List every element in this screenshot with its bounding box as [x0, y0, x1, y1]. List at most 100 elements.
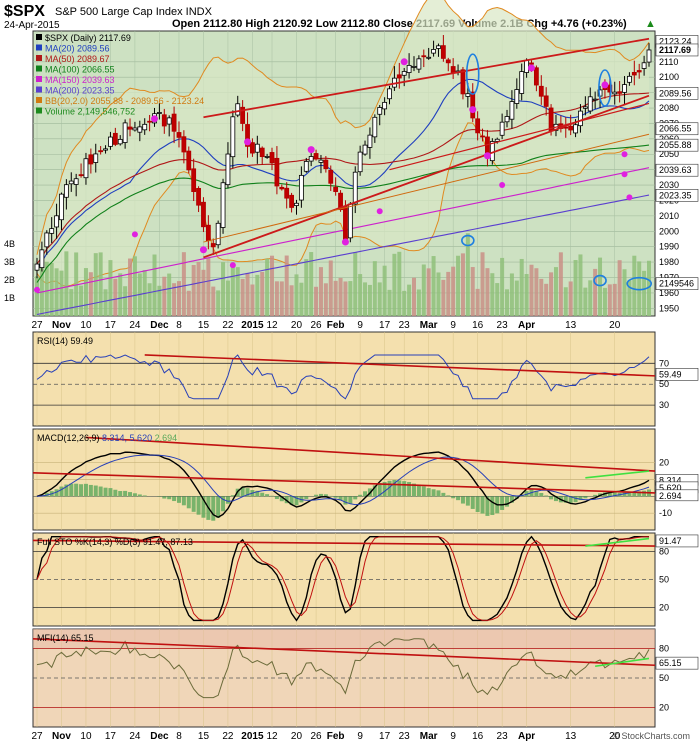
macd-histogram-bar — [221, 496, 226, 512]
candle-body — [338, 192, 343, 211]
macd-histogram-bar — [93, 485, 98, 497]
trend-mid-line — [203, 133, 650, 243]
macd-histogram-bar — [304, 496, 309, 500]
candle-body — [367, 134, 373, 148]
candle-body — [627, 75, 632, 83]
sto-value-tag — [655, 534, 699, 548]
volume-bar — [128, 258, 133, 316]
macd-histogram-bar — [167, 496, 172, 500]
volume-bar — [255, 274, 260, 316]
sto-y-tick: 50 — [659, 575, 669, 585]
mfi-y-tick: 50 — [659, 673, 669, 683]
candle-body — [289, 194, 294, 208]
volume-bar — [69, 289, 74, 316]
macd-histogram-bar — [475, 496, 480, 512]
price-tag-box — [655, 43, 699, 57]
macd-histogram-bar — [123, 490, 128, 497]
candle-body — [103, 148, 108, 151]
volume-bar — [377, 282, 382, 316]
volume-bar — [206, 257, 211, 316]
ma100-line — [36, 144, 650, 283]
sto-legend: Full STO %K(14,3) %D(3) 91.47, 87.13 — [37, 537, 193, 547]
highlight-ellipse — [598, 69, 612, 107]
legend-swatch — [36, 86, 42, 93]
candle-body — [401, 71, 407, 76]
macd-histogram-bar — [323, 494, 328, 497]
volume-bar — [93, 253, 98, 316]
volume-bar — [637, 261, 642, 316]
macd-histogram-bar — [446, 495, 451, 497]
candle-body — [387, 88, 392, 100]
candle-body — [49, 228, 55, 234]
x-axis-label: 27 — [31, 731, 43, 742]
macd-histogram-bar — [69, 483, 74, 497]
volume-bar — [225, 280, 230, 316]
candle-body — [509, 101, 515, 120]
mfi-highlight-line — [595, 657, 650, 668]
price-tag-box — [655, 138, 699, 152]
macd-histogram-bar — [622, 492, 627, 497]
candle-body — [225, 153, 231, 186]
price-tag-box — [655, 163, 699, 177]
volume-bar — [421, 264, 426, 316]
volume-bar — [505, 289, 510, 316]
volume-bar — [402, 290, 407, 316]
volume-tick: 3B — [4, 257, 15, 267]
macd-histogram-bar — [407, 481, 412, 497]
candle-body — [328, 169, 334, 184]
macd-histogram-bar — [416, 484, 421, 497]
candle-body — [362, 144, 368, 155]
macd-histogram-bar — [524, 491, 529, 497]
macd-histogram-bar — [372, 485, 377, 497]
candle-body — [529, 62, 534, 65]
macd-histogram-bar — [98, 486, 103, 497]
macd-histogram-bar — [255, 490, 260, 497]
volume-bar — [490, 273, 495, 316]
candle-body — [210, 243, 216, 248]
volume-bar — [289, 285, 294, 316]
price-tag-box — [655, 188, 699, 202]
volume-bar — [456, 255, 461, 316]
chart-date: 24-Apr-2015 — [4, 20, 60, 31]
macd-histogram-bar — [225, 496, 230, 504]
macd-histogram-bar — [118, 491, 123, 497]
price-tag-label: 2149546 — [659, 279, 694, 289]
pivot-marker — [341, 238, 349, 246]
candle-body — [333, 186, 339, 192]
x-axis-label: 22 — [222, 320, 234, 331]
volume-bar — [539, 278, 544, 316]
rsi-y-tick: 50 — [659, 379, 669, 389]
candle-body — [88, 154, 94, 165]
volume-bar — [299, 282, 304, 316]
highlight-ellipse — [626, 276, 653, 291]
sto-y-tick: 20 — [659, 602, 669, 612]
symbol-title: $SPX — [4, 3, 45, 20]
volume-bar — [147, 283, 152, 316]
volume-bar — [407, 284, 412, 316]
volume-bar — [74, 252, 79, 316]
volume-bar — [578, 254, 583, 316]
price-up-arrow: ▲ — [645, 18, 656, 30]
candle-body — [137, 126, 143, 133]
volume-bar — [441, 279, 446, 316]
macd-histogram-bar — [441, 492, 446, 497]
mfi-y-tick: 80 — [659, 644, 669, 654]
volume-bar — [181, 252, 186, 316]
highlight-ellipse — [465, 53, 480, 95]
macd-histogram-bar — [64, 484, 69, 497]
price-y-tick: 2060 — [659, 134, 679, 144]
macd-histogram-bar — [505, 496, 510, 507]
volume-bar — [98, 252, 103, 316]
sto-d-line — [36, 536, 649, 621]
candle-body — [470, 91, 476, 119]
price-y-tick: 1950 — [659, 303, 679, 313]
x-axis-label: 15 — [198, 731, 210, 742]
sto-value: 91.47 — [659, 536, 682, 546]
candle-body — [347, 203, 353, 239]
candle-body — [54, 215, 59, 228]
x-axis-label: 16 — [472, 731, 484, 742]
macd-histogram-bar — [318, 493, 323, 497]
price-y-tick: 2010 — [659, 211, 679, 221]
volume-bar — [323, 283, 328, 316]
index-name: S&P 500 Large Cap Index INDX — [55, 6, 213, 18]
